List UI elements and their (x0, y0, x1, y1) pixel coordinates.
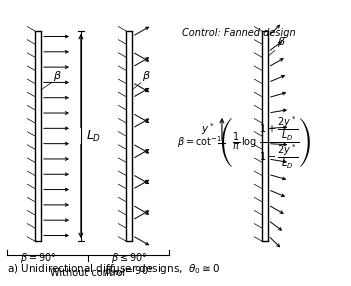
Text: a) Unidirectional diffuser designs,  $\theta_0 \cong 0$: a) Unidirectional diffuser designs, $\th… (7, 262, 220, 276)
Text: $\beta\leq90°$: $\beta\leq90°$ (111, 251, 147, 265)
Text: $y^*$: $y^*$ (201, 121, 215, 137)
Text: Control: Fanned design: Control: Fanned design (183, 28, 296, 38)
Text: $\beta=90°$: $\beta=90°$ (20, 251, 56, 265)
Text: $\beta$: $\beta$ (143, 69, 151, 83)
Text: $\beta$: $\beta$ (53, 69, 62, 83)
Text: $\beta$: $\beta$ (277, 35, 285, 49)
Text: Without control: Without control (50, 268, 125, 278)
Text: $\beta = \mathrm{cot}^{-1}\!\left(\dfrac{1}{\pi}\,\log\,\dfrac{1+\dfrac{2y^*}{L_: $\beta = \mathrm{cot}^{-1}\!\left(\dfrac… (177, 115, 312, 171)
Text: $L_D$: $L_D$ (86, 128, 101, 144)
Text: $\beta_{ave}=90°$: $\beta_{ave}=90°$ (105, 264, 154, 278)
